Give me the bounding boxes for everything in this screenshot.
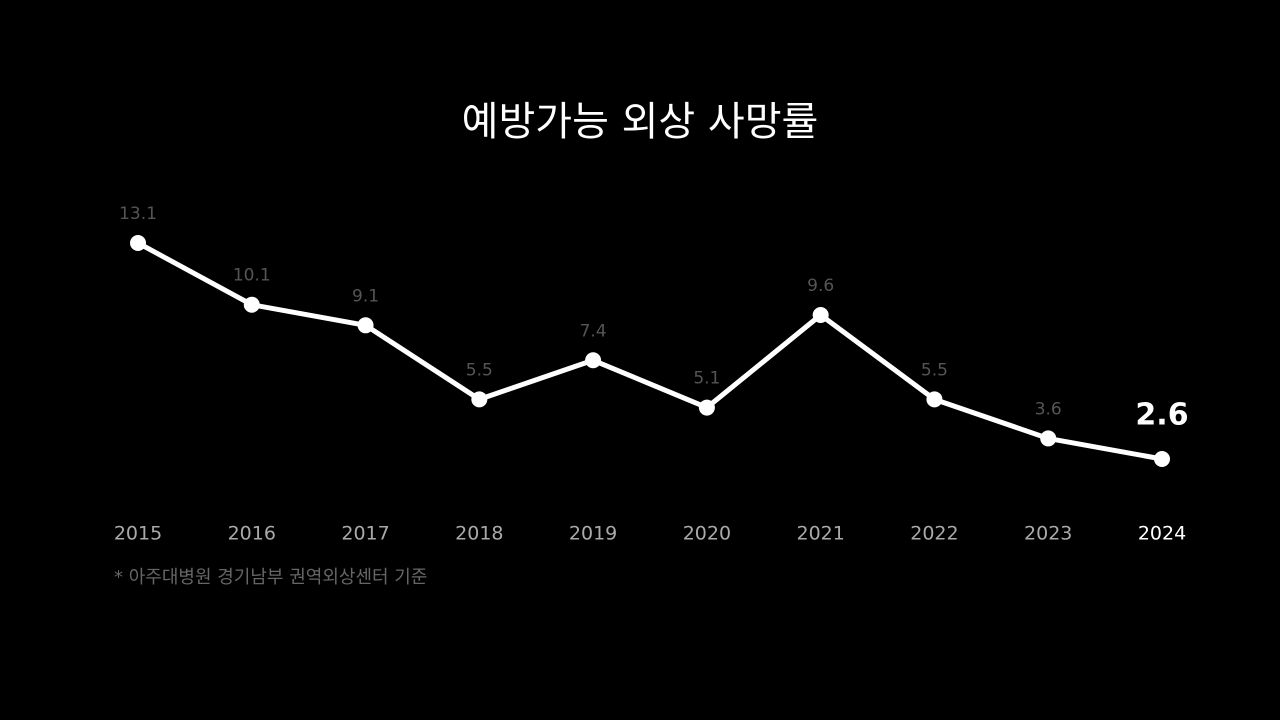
x-tick-label: 2023 — [1024, 523, 1072, 545]
value-label: 9.1 — [352, 286, 379, 306]
value-label: 10.1 — [233, 266, 271, 286]
x-tick-label: 2024 — [1138, 523, 1186, 545]
chart-title: 예방가능 외상 사망률 — [462, 99, 819, 145]
data-point — [1154, 451, 1170, 467]
x-tick-label: 2022 — [910, 523, 958, 545]
footnote: * 아주대병원 경기남부 권역외상센터 기준 — [114, 567, 427, 588]
data-point — [926, 391, 943, 408]
data-point — [698, 399, 715, 416]
x-tick-label: 2018 — [455, 523, 503, 545]
x-tick-label: 2020 — [683, 523, 731, 545]
x-tick-label: 2015 — [114, 523, 162, 545]
value-label: 5.5 — [466, 360, 493, 380]
data-point — [812, 307, 829, 323]
value-label: 5.5 — [921, 360, 948, 380]
x-tick-label: 2021 — [796, 523, 844, 545]
data-point — [471, 391, 488, 408]
value-label: 2.6 — [1135, 398, 1188, 433]
data-point — [243, 296, 260, 313]
data-point — [585, 352, 602, 369]
value-label: 13.1 — [119, 204, 157, 224]
x-tick-label: 2017 — [341, 523, 389, 545]
x-tick-label: 2019 — [569, 523, 617, 545]
data-point — [1040, 430, 1057, 447]
value-label: 3.6 — [1035, 399, 1062, 419]
data-point — [357, 317, 374, 334]
value-label: 9.6 — [807, 276, 834, 296]
x-tick-label: 2016 — [228, 523, 276, 545]
data-point — [130, 235, 146, 251]
value-label: 7.4 — [580, 321, 607, 341]
data-line — [136, 240, 1163, 462]
value-label: 5.1 — [693, 369, 720, 389]
